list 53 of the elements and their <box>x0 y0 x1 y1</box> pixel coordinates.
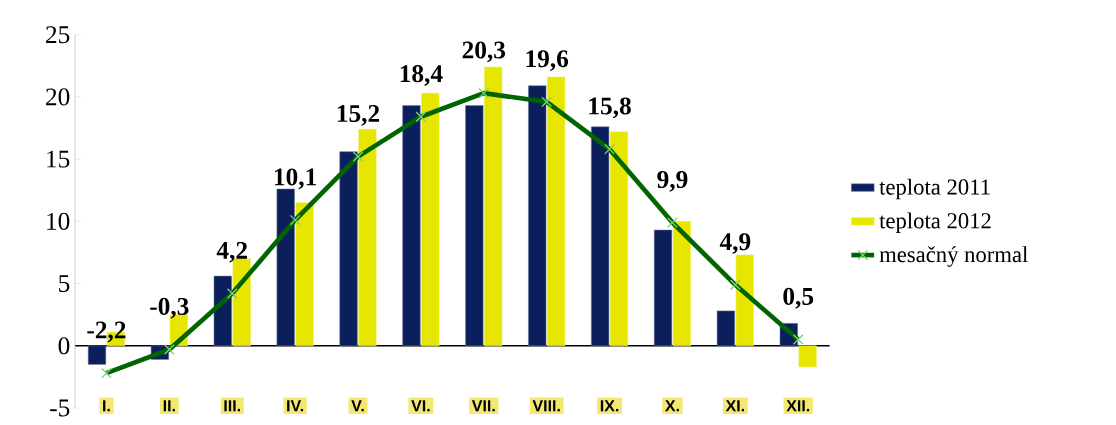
x-tick-label: IX. <box>600 400 619 412</box>
bar <box>547 76 566 347</box>
data-label: 4,9 <box>719 233 751 254</box>
x-tick-label: I. <box>103 400 110 412</box>
data-label: 10,1 <box>274 168 316 190</box>
bar <box>735 254 754 347</box>
data-label: 0,5 <box>783 287 814 309</box>
bar <box>798 345 817 368</box>
bar <box>672 221 691 347</box>
y-tick-label: 10 <box>47 212 70 230</box>
x-tick-label: II. <box>163 400 175 412</box>
bar <box>213 275 232 347</box>
bar <box>358 128 377 347</box>
data-label: 18,4 <box>400 65 443 86</box>
y-tick-label: 20 <box>46 88 70 106</box>
bar <box>609 131 629 347</box>
x-tick-label: IV. <box>287 400 304 412</box>
bar <box>591 126 610 347</box>
x-tick-label: X. <box>665 400 679 412</box>
bar <box>421 92 440 347</box>
data-label: 15,2 <box>337 105 380 126</box>
x-tick-label: VI. <box>411 400 430 412</box>
y-tick-label: 0 <box>58 337 70 355</box>
x-tick-label: III. <box>224 400 241 412</box>
data-label: -2,2 <box>87 321 126 343</box>
data-label: 15,8 <box>589 97 631 119</box>
bar <box>484 66 503 347</box>
legend-label: teplota 2012 <box>879 212 991 234</box>
bar <box>653 229 673 347</box>
y-tick-label: 5 <box>59 275 70 292</box>
data-label: -0,3 <box>150 297 189 319</box>
data-label: 19,6 <box>526 50 569 71</box>
y-tick-label: 25 <box>46 26 70 44</box>
x-tick-label: VII. <box>471 400 495 412</box>
data-label: 4,2 <box>216 241 247 263</box>
bar <box>716 310 735 347</box>
legend-label: teplota 2011 <box>879 178 990 200</box>
y-tick-label: -5 <box>50 399 70 417</box>
data-label: 20,3 <box>462 41 506 63</box>
x-tick-label: VIII. <box>532 400 560 412</box>
bar <box>87 345 107 365</box>
x-tick-label: V. <box>351 400 364 412</box>
x-tick-label: XI. <box>725 400 745 412</box>
data-label: 9,9 <box>657 170 688 192</box>
bar <box>528 85 547 347</box>
bar <box>295 202 314 347</box>
legend-label: mesačný normal <box>879 246 1028 267</box>
x-tick-label: XII. <box>786 400 810 412</box>
bar <box>276 188 295 347</box>
y-tick-label: 15 <box>47 150 70 168</box>
bar <box>339 151 358 347</box>
bar <box>465 105 484 347</box>
bar <box>402 105 421 347</box>
